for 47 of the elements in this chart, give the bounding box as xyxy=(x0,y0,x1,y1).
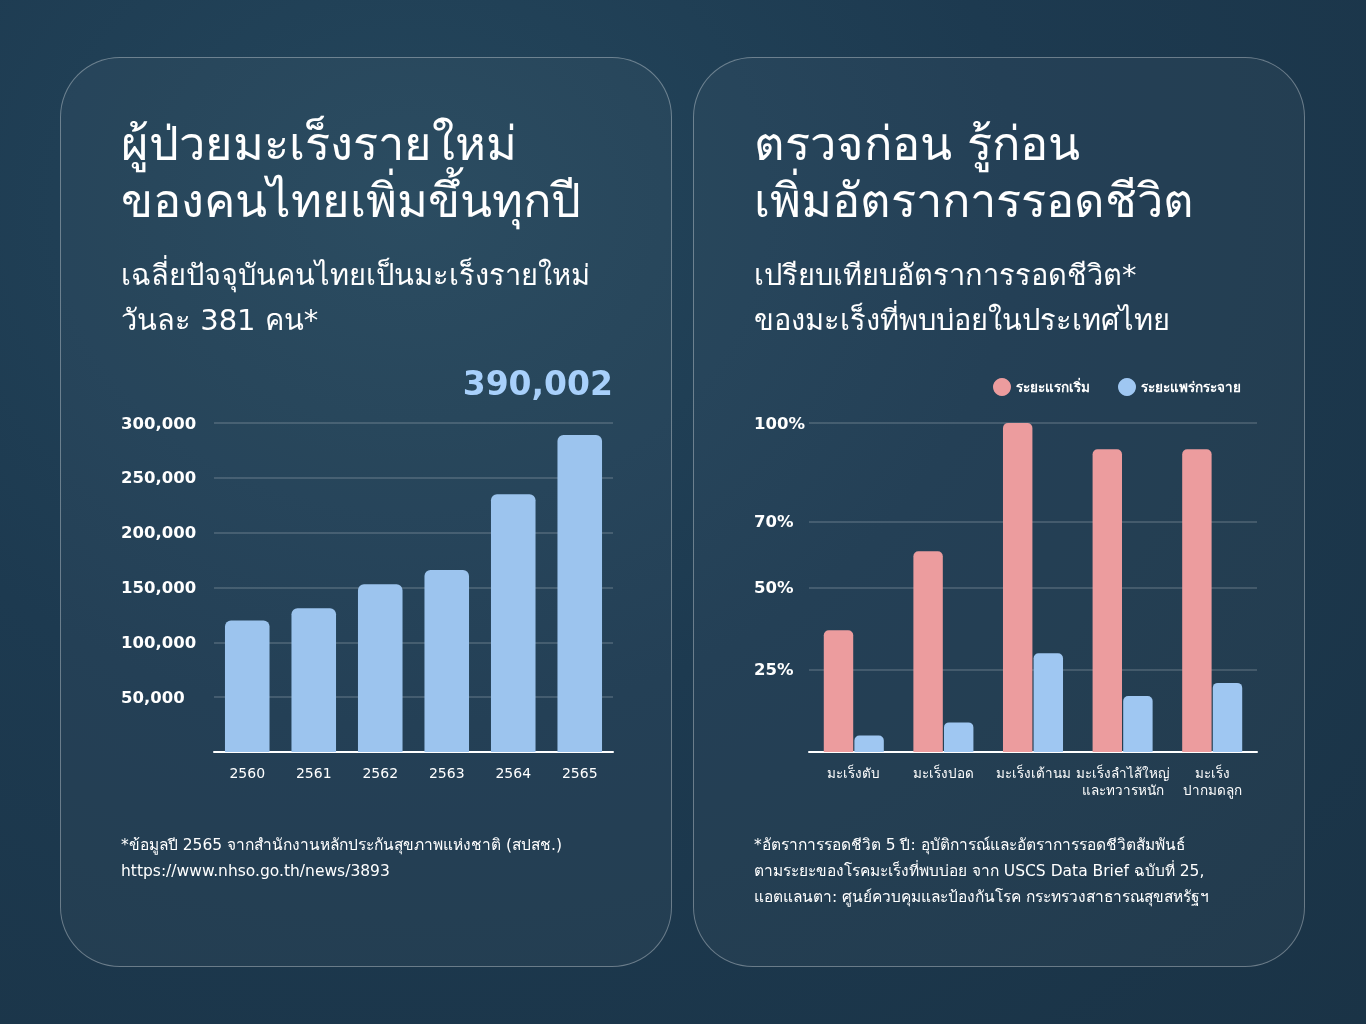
bar xyxy=(1033,653,1064,752)
x-tick-label: มะเร็งตับ xyxy=(827,763,881,781)
chart-title: ผู้ป่วยมะเร็งรายใหม่ ของคนไทยเพิ่มขึ้นทุกปี xyxy=(121,115,581,229)
legend-label: ระยะแรกเริ่ม xyxy=(1016,377,1090,395)
x-tick-label: 2564 xyxy=(495,764,532,781)
bar xyxy=(1002,423,1033,752)
bar xyxy=(291,608,337,752)
y-tick-label: 50,000 xyxy=(121,687,185,707)
bar xyxy=(823,630,854,752)
y-tick-label: 150,000 xyxy=(121,578,197,597)
x-tick-label: มะเร็งเต้านม xyxy=(995,763,1071,781)
chart-subtitle: เฉลี่ยปัจจุบันคนไทยเป็นมะเร็งรายใหม่ วันละ 381 คน* xyxy=(121,254,590,339)
text: *ข้อมูลปี 2565 จากสำนักงานหลักประกันสุขภาพแห่งชาติ (สปสช.) xyxy=(121,835,563,857)
bar xyxy=(490,494,536,752)
y-tick-label: 100,000 xyxy=(121,632,197,652)
y-tick-label: 25% xyxy=(754,660,794,680)
bar xyxy=(1123,696,1153,752)
y-tick-label: 100% xyxy=(754,413,806,433)
y-tick-label: 50% xyxy=(754,578,794,597)
x-tick-label: 2565 xyxy=(561,764,598,781)
chart-title: ตรวจก่อน รู้ก่อน เพิ่มอัตราการรอดชีวิต xyxy=(754,115,1194,229)
text: https://www.nhso.go.th/news/3893 xyxy=(121,861,391,882)
y-tick-label: 250,000 xyxy=(121,468,197,488)
x-tick-label: 2562 xyxy=(362,764,399,781)
bar xyxy=(557,435,603,752)
text: 390,002 xyxy=(462,364,614,403)
bar xyxy=(224,620,270,752)
bar xyxy=(943,722,974,752)
x-tick-label: มะเร็งปอด xyxy=(912,763,974,781)
y-tick-label: 200,000 xyxy=(121,523,197,543)
bar xyxy=(424,569,470,752)
legend-label: ระยะแพร่กระจาย xyxy=(1141,379,1241,395)
bar xyxy=(1182,449,1212,752)
bar xyxy=(357,584,403,752)
bar xyxy=(1212,682,1243,752)
chart-subtitle: เปรียบเทียบอัตราการรอดชีวิต* ของมะเร็งที่พบบ่อยในประเทศไทย xyxy=(754,257,1170,339)
x-tick-label: มะเร็ง ปากมดลูก xyxy=(1182,763,1242,799)
bar xyxy=(854,735,884,752)
x-tick-label: 2563 xyxy=(428,764,465,781)
bar xyxy=(1092,449,1123,752)
x-tick-label: มะเร็งลำไส้ใหญ่ และทวารหนัก xyxy=(1075,763,1170,798)
x-tick-label: 2560 xyxy=(229,764,266,781)
y-tick-label: 300,000 xyxy=(121,413,197,433)
bar xyxy=(913,551,943,752)
x-tick-label: 2561 xyxy=(295,764,332,781)
text: *อัตราการรอดชีวิต 5 ปี: อุบัติการณ์และอัตราการรอดชีวิตสัมพันธ์ ตามระยะของโรคมะเร็งที่พบบ่อย จาก USCS Data Brief ฉบับที่ 25, แอตแลนตา: ศูนย์ควบคุมและป้องกันโรค กระทรวงสาธารณสุขสหรัฐฯ xyxy=(754,835,1211,909)
y-tick-label: 70% xyxy=(754,512,794,532)
